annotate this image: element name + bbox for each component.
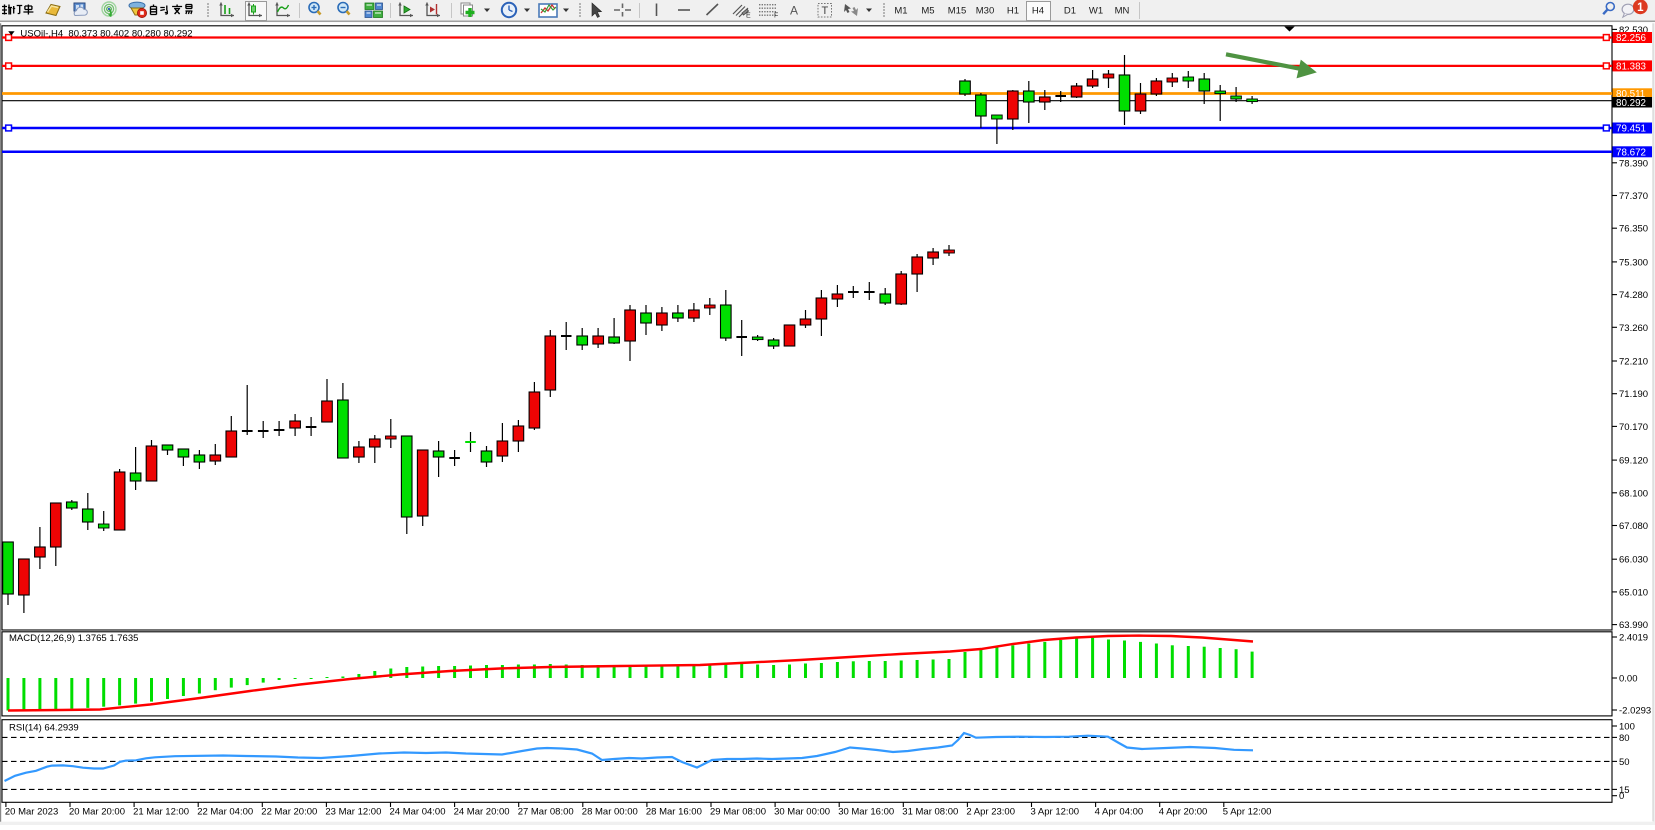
svg-text:23 Mar 12:00: 23 Mar 12:00	[325, 807, 381, 818]
svg-text:RSI(14) 64.2939: RSI(14) 64.2939	[9, 723, 79, 734]
svg-text:50: 50	[1619, 757, 1630, 768]
svg-text:W1: W1	[1089, 6, 1103, 17]
svg-text:80: 80	[1619, 733, 1630, 744]
svg-text:M5: M5	[921, 6, 934, 17]
svg-text:28 Mar 16:00: 28 Mar 16:00	[646, 807, 702, 818]
svg-text:M15: M15	[948, 6, 966, 17]
svg-text:24 Mar 20:00: 24 Mar 20:00	[454, 807, 510, 818]
svg-text:2.4019: 2.4019	[1619, 633, 1648, 644]
svg-text:3 Apr 12:00: 3 Apr 12:00	[1031, 807, 1080, 818]
svg-text:71.190: 71.190	[1619, 389, 1648, 400]
svg-text:67.080: 67.080	[1619, 521, 1648, 532]
svg-text:D1: D1	[1064, 6, 1076, 17]
svg-text:T: T	[822, 5, 829, 17]
svg-text:73.260: 73.260	[1619, 323, 1648, 334]
svg-text:69.120: 69.120	[1619, 456, 1648, 467]
svg-text:MACD(12,26,9) 1.3765 1.7635: MACD(12,26,9) 1.3765 1.7635	[9, 633, 138, 644]
svg-text:4 Apr 20:00: 4 Apr 20:00	[1159, 807, 1208, 818]
svg-text:MN: MN	[1115, 6, 1130, 17]
svg-text:76.350: 76.350	[1619, 224, 1648, 235]
svg-text:68.100: 68.100	[1619, 488, 1648, 499]
svg-text:E: E	[746, 13, 751, 20]
svg-text:70.170: 70.170	[1619, 422, 1648, 433]
svg-text:28 Mar 00:00: 28 Mar 00:00	[582, 807, 638, 818]
svg-text:22 Mar 04:00: 22 Mar 04:00	[197, 807, 253, 818]
svg-text:20 Mar 20:00: 20 Mar 20:00	[69, 807, 125, 818]
svg-text:4 Apr 04:00: 4 Apr 04:00	[1095, 807, 1144, 818]
svg-text:M30: M30	[976, 6, 994, 17]
svg-text:30 Mar 00:00: 30 Mar 00:00	[774, 807, 830, 818]
svg-text:82.256: 82.256	[1616, 33, 1647, 44]
svg-text:5 Apr 12:00: 5 Apr 12:00	[1223, 807, 1272, 818]
svg-text:75.300: 75.300	[1619, 257, 1648, 268]
svg-text:H1: H1	[1007, 6, 1019, 17]
svg-text:2 Apr 23:00: 2 Apr 23:00	[966, 807, 1015, 818]
svg-text:81.383: 81.383	[1616, 62, 1647, 73]
svg-text:27 Mar 08:00: 27 Mar 08:00	[518, 807, 574, 818]
svg-text:0.00: 0.00	[1619, 674, 1638, 685]
svg-text:72.210: 72.210	[1619, 357, 1648, 368]
svg-text:0: 0	[1619, 791, 1624, 802]
svg-text:78.672: 78.672	[1616, 147, 1646, 158]
svg-text:-2.0293: -2.0293	[1619, 706, 1651, 717]
svg-text:80.511: 80.511	[1616, 89, 1645, 100]
svg-text:21 Mar 12:00: 21 Mar 12:00	[133, 807, 189, 818]
svg-text:H4: H4	[1032, 6, 1044, 17]
svg-text:79.451: 79.451	[1616, 124, 1646, 135]
svg-text:20 Mar 2023: 20 Mar 2023	[5, 807, 58, 818]
svg-text:63.990: 63.990	[1619, 620, 1648, 631]
svg-text:30 Mar 16:00: 30 Mar 16:00	[838, 807, 894, 818]
svg-text:80.292: 80.292	[1616, 98, 1646, 109]
svg-text:31 Mar 08:00: 31 Mar 08:00	[902, 807, 958, 818]
svg-text:100: 100	[1619, 722, 1635, 733]
svg-text:F: F	[774, 13, 778, 20]
svg-text:82.530: 82.530	[1619, 25, 1648, 36]
svg-text:15: 15	[1619, 785, 1630, 796]
svg-text:22 Mar 20:00: 22 Mar 20:00	[261, 807, 317, 818]
svg-text:65.010: 65.010	[1619, 587, 1648, 598]
svg-text:USOil-,H4 80.373 80.402 80.28: USOil-,H4 80.373 80.402 80.280 80.292	[20, 29, 192, 40]
svg-text:66.030: 66.030	[1619, 555, 1648, 566]
svg-text:77.370: 77.370	[1619, 191, 1648, 202]
svg-text:1: 1	[1637, 2, 1644, 14]
svg-text:78.390: 78.390	[1619, 158, 1648, 169]
svg-text:M1: M1	[894, 6, 907, 17]
svg-text:A: A	[790, 4, 798, 18]
svg-text:74.280: 74.280	[1619, 290, 1648, 301]
svg-text:29 Mar 08:00: 29 Mar 08:00	[710, 807, 766, 818]
svg-text:24 Mar 04:00: 24 Mar 04:00	[390, 807, 446, 818]
